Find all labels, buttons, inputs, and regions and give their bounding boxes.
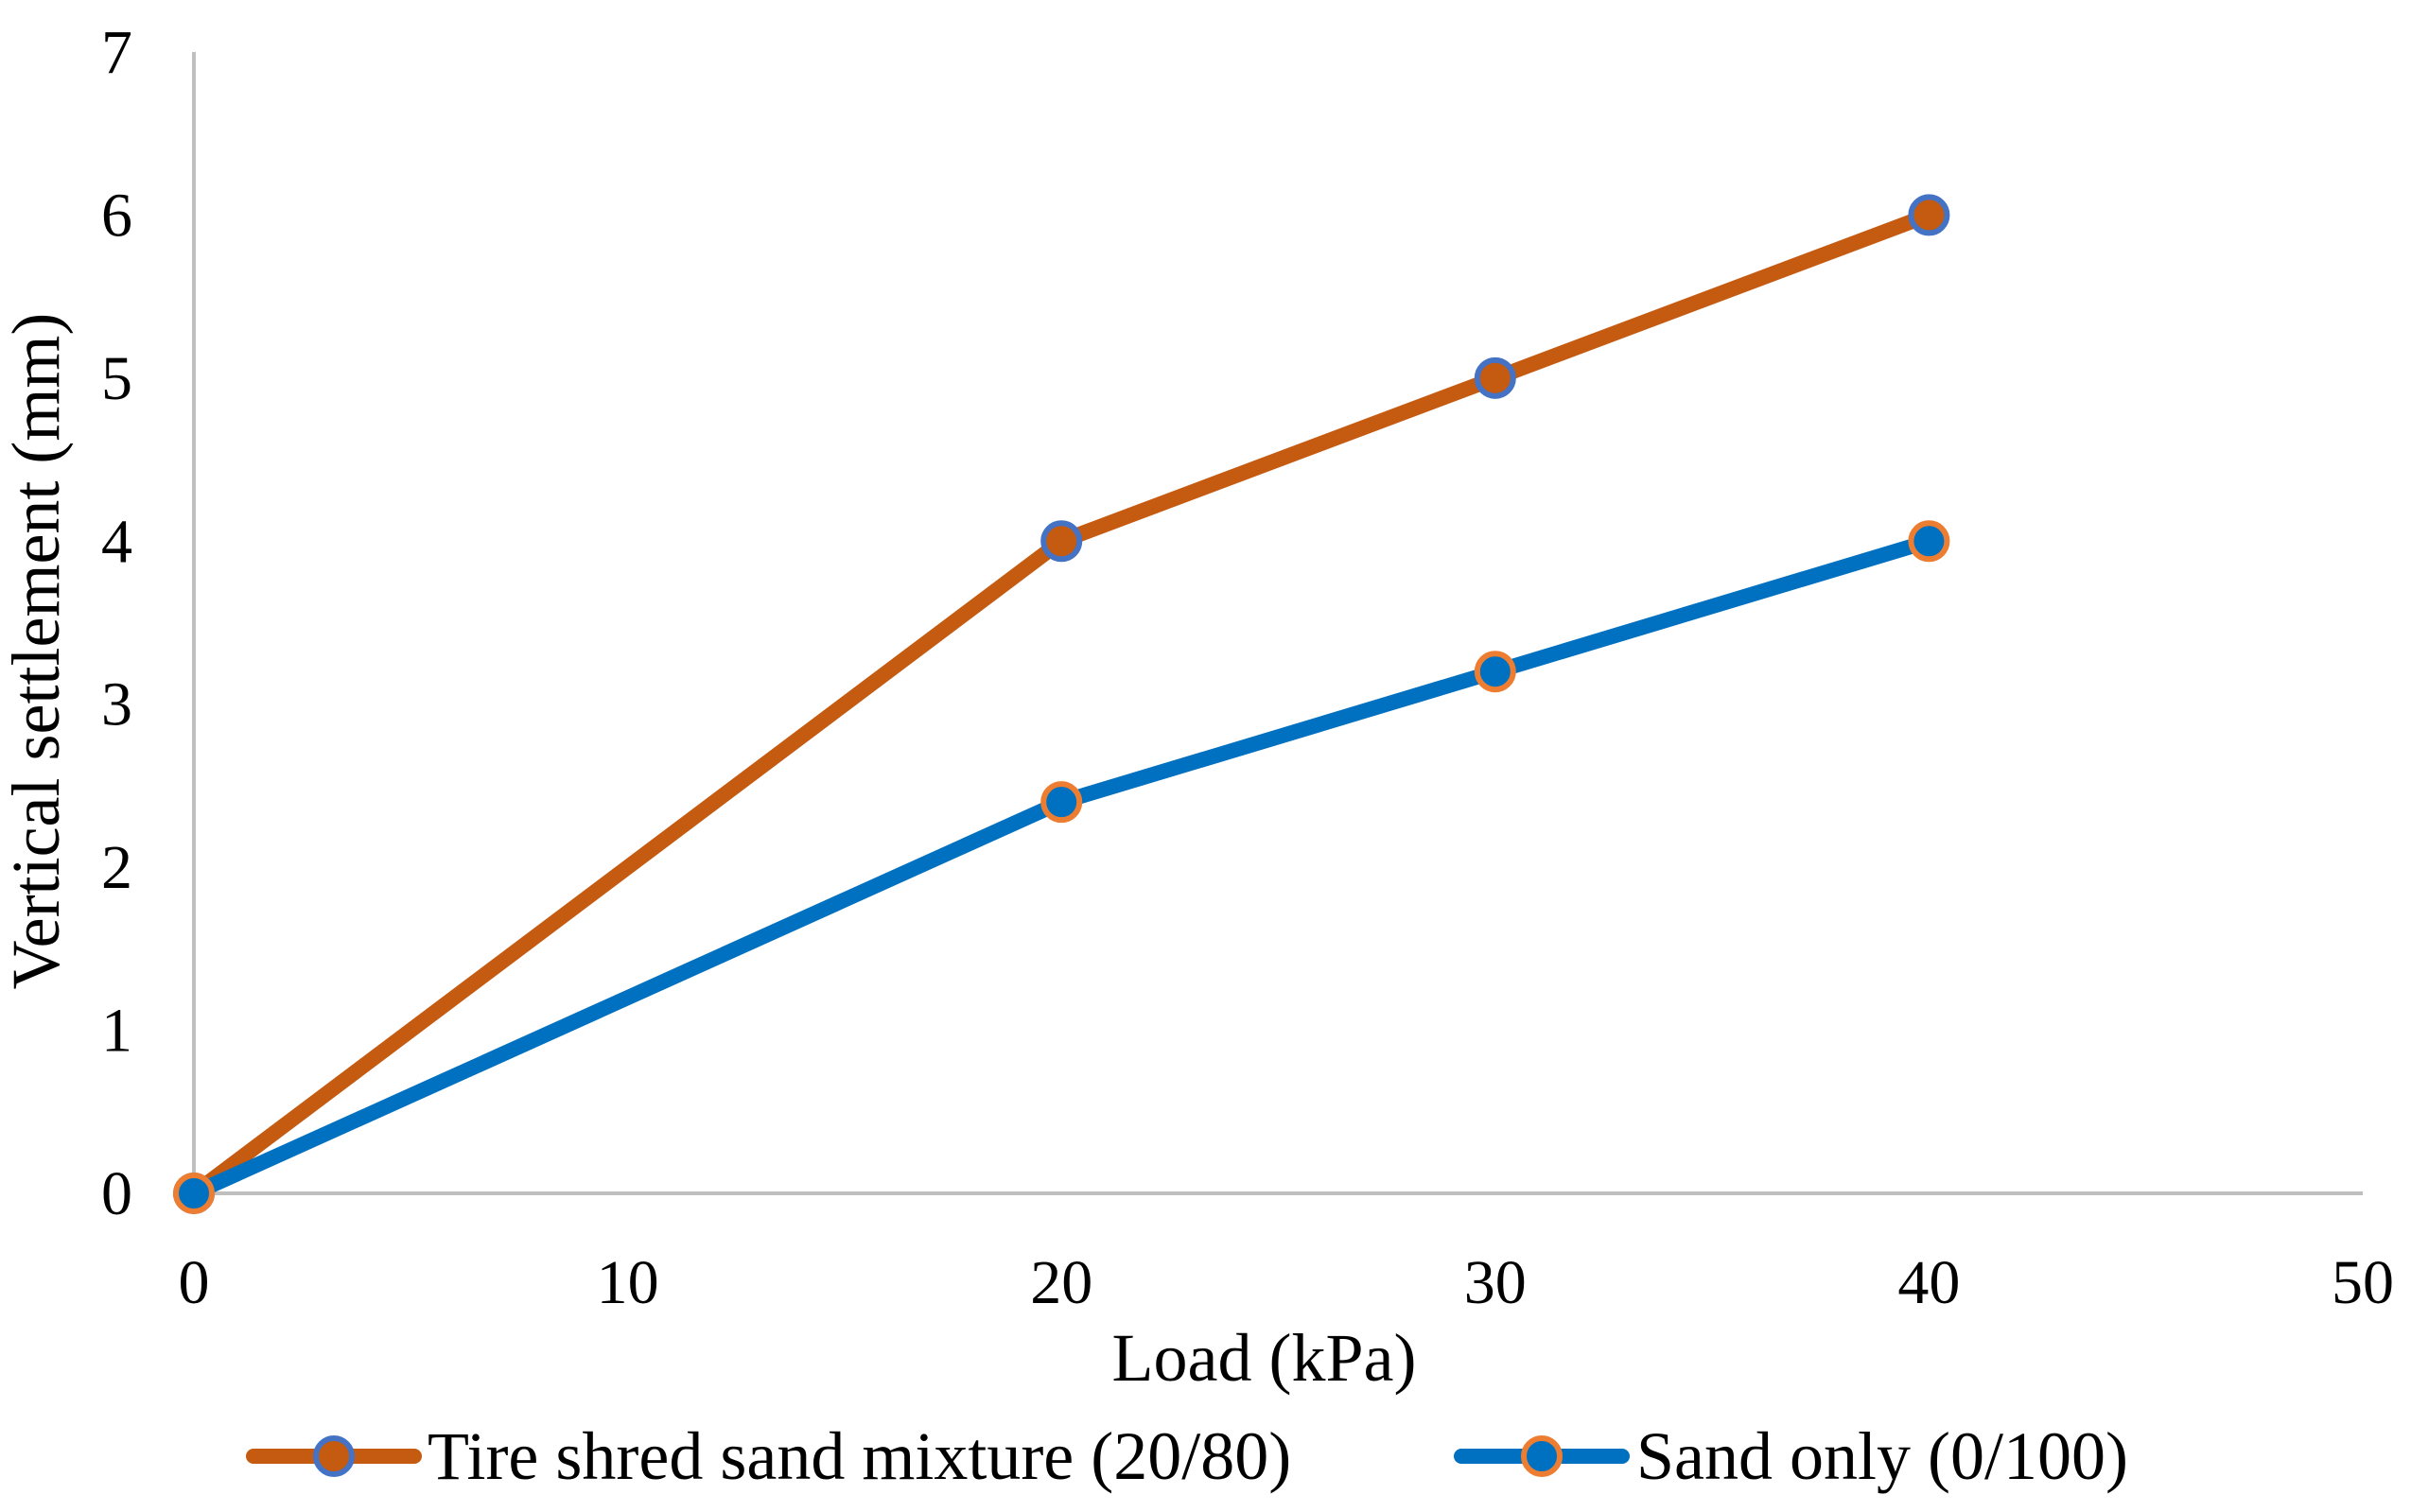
legend-marker-swatch [1521, 1435, 1563, 1477]
y-tick-label: 0 [101, 1159, 132, 1228]
legend-marker-swatch [313, 1435, 355, 1477]
y-tick-label: 6 [101, 181, 132, 250]
y-axis-title: Vertical settlement (mm) [0, 313, 74, 990]
x-tick-label: 50 [2332, 1248, 2394, 1317]
y-tick-label: 4 [101, 507, 132, 576]
legend-label: Tire shred sand mixture (20/80) [428, 1418, 1291, 1494]
x-tick-label: 10 [597, 1248, 659, 1317]
series-2-point [1040, 781, 1083, 824]
series-2-point [1908, 520, 1950, 563]
series-2-point [173, 1173, 215, 1214]
series-1-point [1040, 520, 1083, 563]
x-tick-label: 40 [1897, 1248, 1960, 1317]
axes [192, 52, 2363, 1195]
y-tick-label: 5 [101, 344, 132, 413]
series-2-point [1474, 651, 1516, 693]
series-markers [173, 194, 1950, 1214]
x-tick-labels: 0 10 20 30 40 50 [179, 1248, 2395, 1317]
series-line-1 [186, 207, 1937, 1201]
legend: Tire shred sand mixture (20/80) Sand only… [246, 1418, 2128, 1494]
legend-entry-1: Tire shred sand mixture (20/80) [246, 1418, 1291, 1494]
x-axis-title: Load (kPa) [1112, 1320, 1417, 1396]
legend-entry-2: Sand only (0/100) [1454, 1418, 2128, 1494]
x-tick-label: 30 [1464, 1248, 1527, 1317]
y-tick-label: 1 [101, 997, 132, 1066]
y-tick-label: 3 [101, 670, 132, 739]
series-line-2 [186, 533, 1937, 1201]
y-tick-label: 7 [101, 18, 132, 87]
y-tick-label: 2 [101, 833, 132, 902]
series-1-point [1474, 356, 1516, 399]
legend-label: Sand only (0/100) [1636, 1418, 2128, 1494]
y-tick-labels: 0 1 2 3 4 5 6 7 [101, 18, 132, 1228]
x-tick-label: 20 [1030, 1248, 1092, 1317]
series-lines [186, 207, 1937, 1201]
x-tick-label: 0 [179, 1248, 210, 1317]
series-1-point [1908, 194, 1950, 236]
